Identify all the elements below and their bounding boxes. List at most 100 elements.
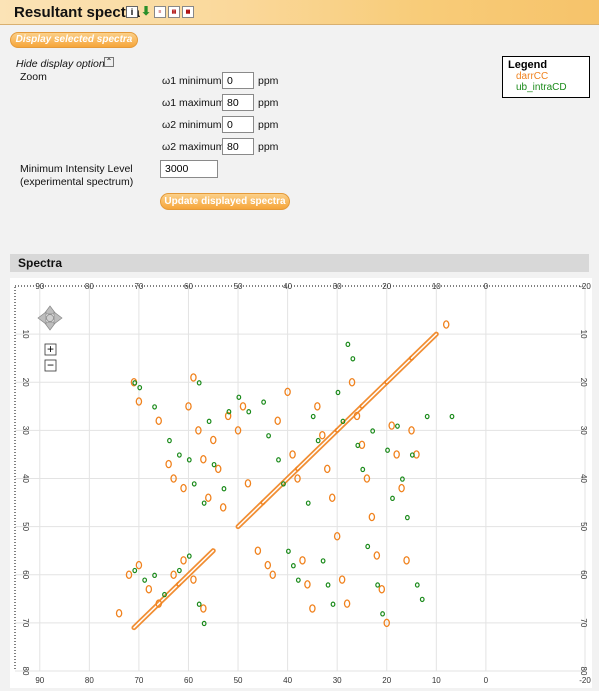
ub-intracd-peak — [132, 380, 138, 386]
ub-intracd-peak — [226, 409, 232, 415]
pdf-icon[interactable]: ▤ — [168, 6, 180, 18]
ub-intracd-peak — [404, 514, 410, 521]
darrcc-peak — [324, 464, 331, 474]
w1-max-label: ω1 maximum — [162, 97, 225, 109]
ub-intracd-peak — [236, 394, 242, 400]
y-tick-label-left: 10 — [21, 330, 30, 339]
ub-intracd-peak — [325, 582, 331, 588]
zoom-in-label: + — [47, 342, 54, 356]
w1-min-input[interactable] — [222, 72, 254, 89]
ub-intracd-peak — [281, 481, 286, 487]
ub-intracd-peak — [449, 413, 455, 420]
page-header: Resultant spectra i ⬇ ≡ ▤ ▦ — [0, 0, 599, 25]
ub-intracd-peak — [395, 423, 400, 429]
pan-up-icon[interactable] — [43, 305, 57, 315]
darrcc-peak — [373, 551, 381, 560]
image-icon[interactable]: ▦ — [182, 6, 194, 18]
display-selected-button[interactable]: Display selected spectra — [10, 32, 138, 48]
darrcc-peak — [264, 560, 272, 570]
ub-intracd-peak — [221, 486, 227, 492]
legend-item-ub-intracd[interactable]: ub_intraCD — [516, 82, 567, 93]
y-tick-label-right: 10 — [579, 330, 588, 339]
ub-intracd-peak — [424, 413, 430, 420]
ub-intracd-peak — [152, 404, 157, 410]
x-tick-label-top: 70 — [134, 282, 143, 291]
pan-center-icon[interactable] — [46, 314, 54, 322]
darrcc-peak — [254, 546, 262, 555]
update-displayed-button[interactable]: Update displayed spectra — [160, 193, 290, 210]
darrcc-peak — [200, 604, 207, 613]
zoom-in-icon[interactable] — [44, 343, 57, 356]
w2-max-input[interactable] — [222, 138, 254, 155]
darrcc-peak — [314, 402, 321, 411]
darrcc-peak — [190, 575, 197, 584]
pan-left-icon[interactable] — [37, 311, 47, 325]
darrcc-peak — [155, 416, 162, 425]
diagonal-segment-core — [262, 468, 299, 504]
collapse-toggle-icon[interactable]: ⌃ — [104, 57, 114, 67]
pan-down-icon[interactable] — [43, 321, 57, 331]
darrcc-peak — [185, 402, 192, 411]
ub-intracd-peak — [261, 399, 267, 405]
diagonal-segment-core — [336, 405, 363, 432]
ub-intracd-peak — [142, 577, 148, 583]
x-tick-label-bottom: -20 — [579, 676, 591, 685]
ub-intracd-peak — [132, 567, 138, 574]
x-tick-label-top: 10 — [432, 282, 441, 291]
download-icon[interactable]: ⬇ — [140, 4, 152, 18]
x-tick-label-bottom: 0 — [484, 676, 489, 685]
x-tick-label-top: -20 — [579, 282, 591, 291]
x-tick-label-bottom: 40 — [283, 676, 292, 685]
darrcc-peak — [333, 531, 341, 541]
y-tick-label-left: 40 — [21, 474, 30, 483]
diagonal-segment-core — [361, 381, 388, 408]
w1-min-label: ω1 minimum — [162, 75, 222, 87]
spectrum-svg[interactable]: 90 90 80 80 70 70 60 60 50 50 40 40 30 30 20 20 10 10 0 0 -2… — [10, 278, 592, 688]
ub-intracd-peak — [211, 461, 217, 468]
legend-item-darrcc[interactable]: darrCC — [516, 71, 549, 82]
doc-icon[interactable]: ≡ — [154, 6, 166, 18]
ub-intracd-peak — [370, 428, 376, 434]
darrcc-peak — [234, 426, 242, 435]
darrcc-peak — [348, 378, 356, 387]
w1-max-input[interactable] — [222, 94, 254, 111]
header-icons: i ⬇ ≡ ▤ ▦ — [126, 4, 194, 18]
x-tick-label-bottom: 60 — [184, 676, 193, 685]
x-tick-label-top: 80 — [85, 282, 94, 291]
darrcc-peak — [393, 450, 400, 459]
y-tick-label-right: 70 — [579, 618, 588, 627]
nav-controls: + − — [37, 305, 63, 372]
y-tick-label-right: 80 — [579, 667, 588, 676]
darrcc-peak — [170, 474, 177, 483]
ub-intracd-peak — [206, 418, 212, 425]
ub-intracd-peak — [191, 481, 197, 487]
darrcc-peak — [378, 584, 386, 594]
spectrum-plot[interactable]: 90 90 80 80 70 70 60 60 50 50 40 40 30 30 20 20 10 10 0 0 -2… — [10, 278, 592, 688]
w2-min-input[interactable] — [222, 116, 254, 133]
hide-options-label[interactable]: Hide display options — [16, 58, 110, 70]
darrcc-peak — [294, 474, 301, 483]
x-tick-label-bottom: 90 — [35, 676, 44, 685]
darrcc-peak — [125, 570, 133, 579]
info-icon[interactable]: i — [126, 6, 138, 18]
x-tick-label-top: 90 — [35, 282, 44, 291]
ub-intracd-peak — [186, 553, 192, 559]
pan-right-icon[interactable] — [53, 311, 63, 325]
x-tick-label-bottom: 30 — [333, 676, 342, 685]
peak-series — [115, 320, 455, 628]
spectra-section-title: Spectra — [18, 256, 63, 270]
darrcc-peak — [165, 459, 172, 469]
ub-intracd-peak — [176, 567, 182, 574]
darrcc-peak — [309, 604, 316, 613]
ub-intracd-peak — [246, 409, 252, 415]
diagonal-segment-core — [237, 501, 264, 528]
y-tick-label-right: 20 — [579, 378, 588, 387]
zoom-out-icon[interactable] — [44, 359, 57, 372]
min-intensity-input[interactable] — [160, 160, 218, 178]
x-tick-label-top: 30 — [333, 282, 342, 291]
darrcc-peak — [403, 556, 410, 565]
darrcc-peak — [214, 464, 222, 474]
ub-intracd-peak — [310, 413, 316, 420]
darrcc-peak — [299, 556, 306, 565]
pan-control-icon[interactable] — [37, 305, 63, 331]
